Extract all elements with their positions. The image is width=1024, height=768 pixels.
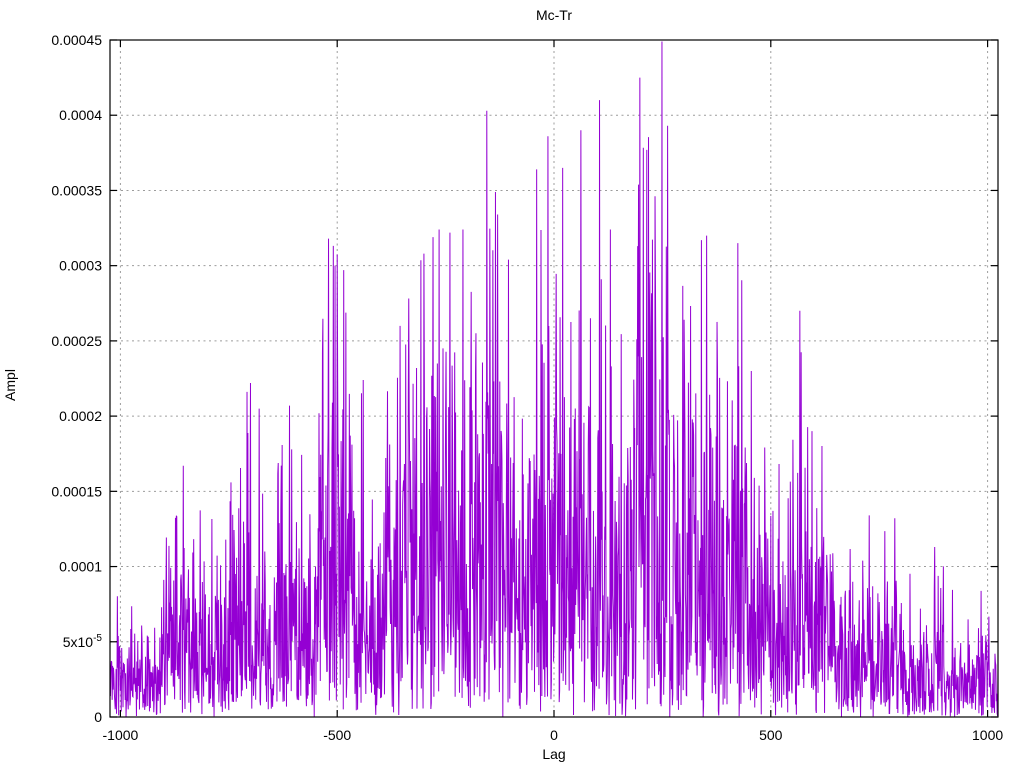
x-tick-label: -500 xyxy=(323,727,351,743)
y-tick-label: 0.00045 xyxy=(51,32,102,48)
y-tick-label: 0 xyxy=(94,709,102,725)
data-series xyxy=(109,41,999,717)
tick-labels: -1000 -500 0 500 1000 0 5x10-5 0.0001 0.00015 0.0… xyxy=(51,32,1003,743)
x-tick-label: 500 xyxy=(759,727,783,743)
y-tick-label: 5x10-5 xyxy=(63,633,103,650)
x-axis-label: Lag xyxy=(542,746,565,762)
y-tick-label: 0.0002 xyxy=(59,408,102,424)
x-tick-label: 1000 xyxy=(972,727,1003,743)
y-tick-label: 0.0001 xyxy=(59,559,102,575)
y-tick-label: 0.00015 xyxy=(51,483,102,499)
plot-frame xyxy=(109,39,999,718)
x-tick-label: -1000 xyxy=(103,727,139,743)
y-tick-label: 0.0003 xyxy=(59,258,102,274)
x-tick-label: 0 xyxy=(550,727,558,743)
y-tick-label: 0.0004 xyxy=(59,107,102,123)
correlation-trace xyxy=(109,41,999,717)
chart-title: Mc-Tr xyxy=(536,7,572,23)
y-tick-label: 0.00035 xyxy=(51,182,102,198)
y-tick-label: 0.00025 xyxy=(51,333,102,349)
y-axis-label: Ampl xyxy=(2,369,18,401)
